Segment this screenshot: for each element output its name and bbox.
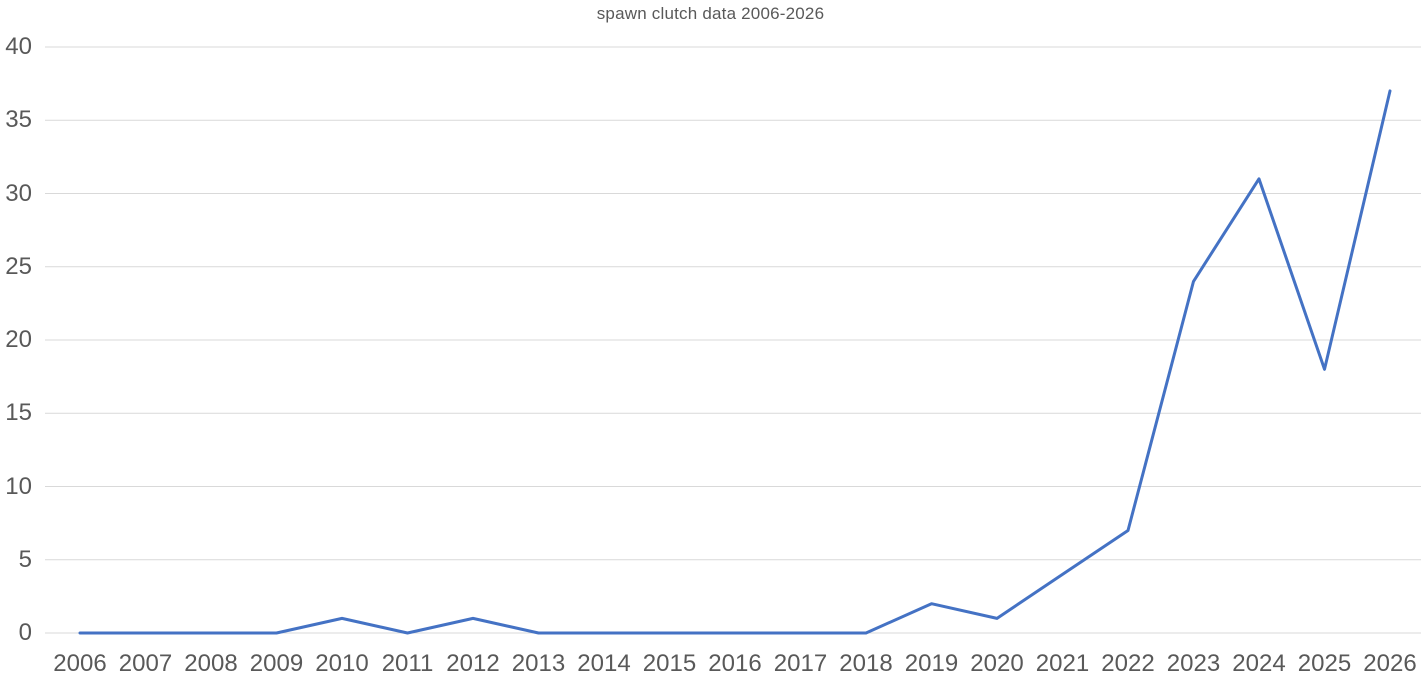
y-tick-label: 25 — [5, 252, 32, 280]
y-tick-label: 0 — [18, 619, 32, 646]
x-tick-label: 2013 — [511, 650, 566, 677]
x-tick-label: 2006 — [53, 650, 107, 677]
data-line — [78, 89, 1392, 635]
x-tick-label: 2021 — [1035, 650, 1090, 677]
x-tick-label: 2010 — [315, 650, 369, 677]
y-tick-label: 5 — [18, 545, 32, 573]
y-tick-label: 20 — [5, 326, 32, 353]
x-tick-label: 2020 — [970, 650, 1024, 677]
x-tick-label: 2012 — [446, 650, 500, 677]
x-tick-label: 2019 — [904, 650, 959, 677]
x-tick-label: 2023 — [1166, 650, 1221, 677]
x-tick-label: 2015 — [642, 650, 697, 677]
x-tick-label: 2017 — [773, 650, 828, 677]
x-tick-label: 2018 — [839, 650, 893, 677]
x-tick-label: 2016 — [708, 650, 762, 677]
y-tick-label: 35 — [5, 106, 32, 134]
x-tick-label: 2009 — [249, 650, 304, 677]
y-tick-label: 15 — [5, 399, 32, 427]
y-tick-label: 10 — [5, 472, 32, 500]
chart-title: spawn clutch data 2006-2026 — [596, 4, 825, 23]
x-tick-label: 2022 — [1101, 650, 1155, 677]
x-tick-label: 2024 — [1232, 650, 1286, 677]
x-tick-label: 2007 — [118, 650, 173, 677]
x-tick-label: 2008 — [184, 650, 238, 677]
y-tick-label: 30 — [5, 179, 32, 207]
x-tick-label: 2025 — [1297, 650, 1352, 677]
x-tick-label: 2026 — [1363, 650, 1417, 677]
y-tick-label: 40 — [5, 33, 32, 60]
x-tick-label: 2011 — [381, 650, 434, 677]
x-tick-label: 2014 — [577, 650, 631, 677]
